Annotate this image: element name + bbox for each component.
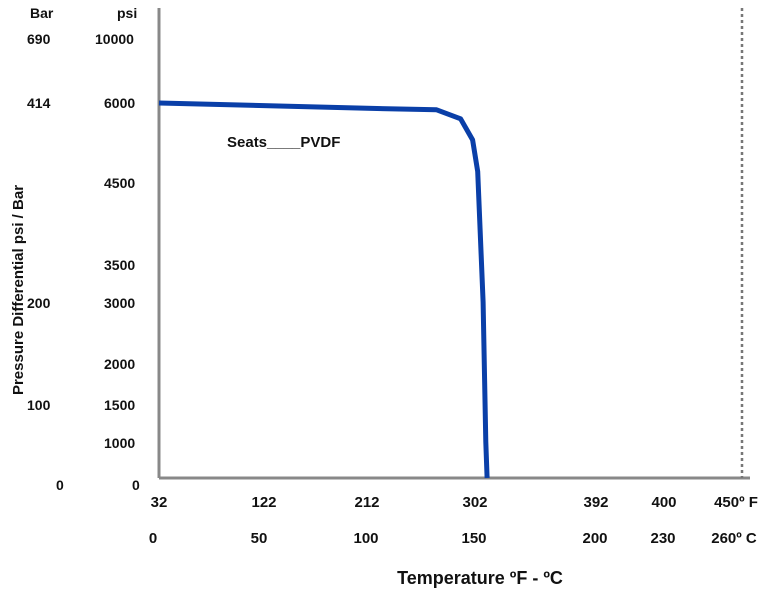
x-tick-f: 122 bbox=[251, 494, 276, 511]
x-ticks-c: 0 50 100 150 200 230 260º C bbox=[149, 530, 757, 547]
x-ticks-f: 32 122 212 302 392 400 450º F bbox=[151, 494, 758, 511]
y-tick-psi: 4500 bbox=[104, 175, 135, 191]
x-tick-c: 100 bbox=[353, 530, 378, 547]
x-axis-title: Temperature ºF - ºC bbox=[397, 568, 563, 588]
series-line-seats-pvdf bbox=[158, 100, 490, 479]
y-tick-psi: 1000 bbox=[104, 435, 135, 451]
x-tick-c: 150 bbox=[461, 530, 486, 547]
y-tick-psi: 1500 bbox=[104, 397, 135, 413]
y-tick-bar: 200 bbox=[27, 295, 51, 311]
y-tick-psi: 2000 bbox=[104, 356, 135, 372]
y-ticks-psi: 10000 6000 4500 3500 3000 2000 1500 1000… bbox=[95, 31, 140, 493]
y-tick-bar: 690 bbox=[27, 31, 51, 47]
x-tick-f: 392 bbox=[583, 494, 608, 511]
y-tick-bar: 100 bbox=[27, 397, 51, 413]
y-ticks-bar: 690 414 200 100 0 bbox=[27, 31, 64, 493]
y-tick-psi: 6000 bbox=[104, 95, 135, 111]
x-tick-f: 400 bbox=[651, 494, 676, 511]
x-tick-f: 212 bbox=[354, 494, 379, 511]
x-tick-f: 32 bbox=[151, 494, 168, 511]
y-unit-bar: Bar bbox=[30, 5, 54, 21]
y-tick-psi: 3000 bbox=[104, 295, 135, 311]
y-tick-bar: 414 bbox=[27, 95, 51, 111]
x-tick-c: 230 bbox=[650, 530, 675, 547]
y-tick-psi: 3500 bbox=[104, 257, 135, 273]
y-unit-psi: psi bbox=[117, 5, 137, 21]
x-tick-c: 260º C bbox=[711, 530, 757, 547]
series-label: Seats____PVDF bbox=[227, 134, 340, 151]
y-axis-title: Pressure Differential psi / Bar bbox=[10, 185, 27, 395]
y-tick-bar: 0 bbox=[56, 477, 64, 493]
x-tick-f: 302 bbox=[462, 494, 487, 511]
x-tick-c: 0 bbox=[149, 530, 157, 547]
x-tick-f: 450º F bbox=[714, 494, 758, 511]
x-tick-c: 200 bbox=[582, 530, 607, 547]
y-tick-psi: 0 bbox=[132, 477, 140, 493]
y-tick-psi: 10000 bbox=[95, 31, 134, 47]
x-tick-c: 50 bbox=[251, 530, 268, 547]
